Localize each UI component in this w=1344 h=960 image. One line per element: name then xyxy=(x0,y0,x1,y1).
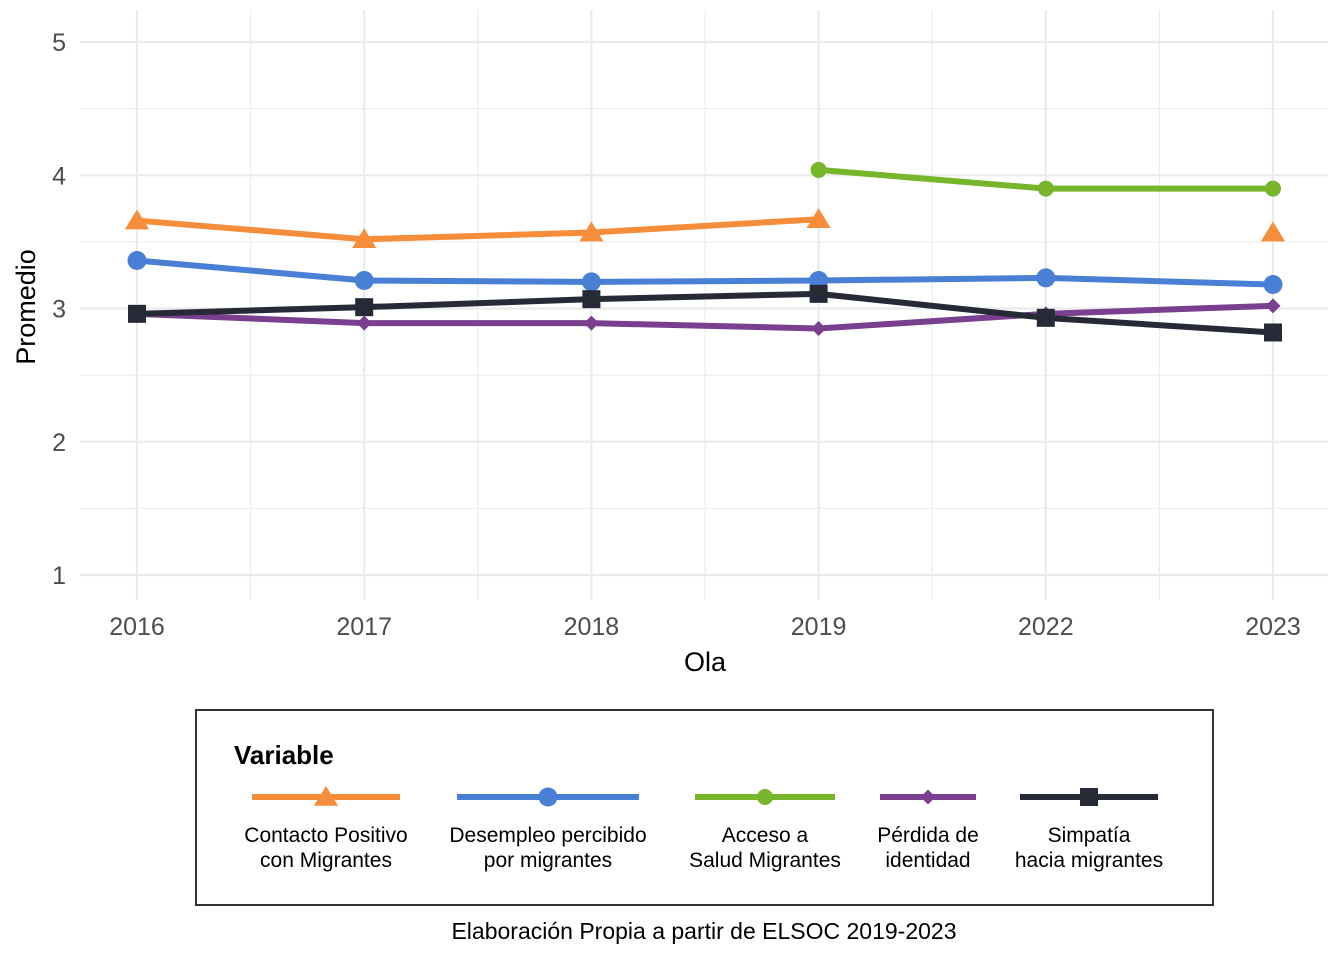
legend-title: Variable xyxy=(234,740,334,770)
diamond-marker xyxy=(583,315,599,331)
circle-marker xyxy=(810,161,827,178)
diamond-marker xyxy=(356,315,372,331)
series-line xyxy=(136,290,1274,336)
y-tick-label: 4 xyxy=(52,162,66,190)
circle-marker xyxy=(757,789,773,805)
square-marker xyxy=(1080,788,1098,806)
circle-marker xyxy=(354,271,374,291)
series-layer xyxy=(124,161,1286,342)
y-tick-label: 1 xyxy=(52,562,66,590)
x-tick-label: 2018 xyxy=(564,613,620,641)
circle-marker xyxy=(581,272,601,292)
square-marker xyxy=(582,290,601,309)
x-axis-title: Ola xyxy=(684,647,727,677)
series-group xyxy=(124,208,1286,249)
diamond-marker xyxy=(920,789,936,805)
y-axis-title: Promedio xyxy=(11,249,41,365)
legend-label: identidad xyxy=(885,849,970,872)
y-tick-label: 2 xyxy=(52,429,66,457)
square-marker xyxy=(128,304,146,323)
triangle-marker xyxy=(352,228,377,249)
series-line xyxy=(136,257,1274,288)
square-marker xyxy=(1264,323,1282,342)
triangle-marker xyxy=(313,786,339,806)
y-tick-label: 5 xyxy=(52,29,66,57)
y-tick-label: 3 xyxy=(52,296,66,324)
circle-marker xyxy=(1037,180,1054,197)
grid-layer xyxy=(80,10,1328,600)
square-marker xyxy=(809,284,828,303)
chart-caption: Elaboración Propia a partir de ELSOC 201… xyxy=(451,918,956,944)
x-tick-label: 2019 xyxy=(791,613,847,641)
x-tick-label: 2023 xyxy=(1245,613,1301,641)
legend-label: con Migrantes xyxy=(260,849,392,872)
legend-label: hacia migrantes xyxy=(1015,849,1163,872)
triangle-marker xyxy=(806,208,831,229)
circle-marker xyxy=(538,787,558,807)
legend-label: Simpatía xyxy=(1048,824,1131,847)
circle-marker xyxy=(1265,180,1281,197)
x-tick-label: 2017 xyxy=(336,613,392,641)
legend-label: Acceso a xyxy=(722,824,809,847)
y-tick-labels: 1 2 3 4 5 xyxy=(52,29,66,590)
x-tick-label: 2022 xyxy=(1018,613,1074,641)
series-group xyxy=(810,161,1281,197)
legend-label: Contacto Positivo xyxy=(244,824,407,847)
x-tick-labels: 2016 2017 2018 2019 2022 2023 xyxy=(109,613,1301,641)
legend-label: Pérdida de xyxy=(877,824,979,847)
legend-label: Desempleo percibido xyxy=(449,824,646,847)
circle-marker xyxy=(127,251,147,271)
legend-label: Salud Migrantes xyxy=(689,849,841,872)
circle-marker xyxy=(1036,268,1056,288)
circle-marker xyxy=(1263,275,1283,295)
square-marker xyxy=(355,298,374,317)
x-tick-label: 2016 xyxy=(109,613,165,641)
diamond-marker xyxy=(811,320,827,336)
triangle-marker xyxy=(124,209,150,230)
triangle-marker xyxy=(579,221,604,242)
legend-label: por migrantes xyxy=(484,849,612,872)
square-marker xyxy=(1036,308,1055,327)
series-line xyxy=(136,216,819,243)
triangle-marker xyxy=(1260,221,1286,242)
series-line xyxy=(136,302,1274,332)
series-group xyxy=(128,284,1282,342)
legend-box xyxy=(195,709,1214,906)
diamond-marker xyxy=(1265,298,1281,314)
